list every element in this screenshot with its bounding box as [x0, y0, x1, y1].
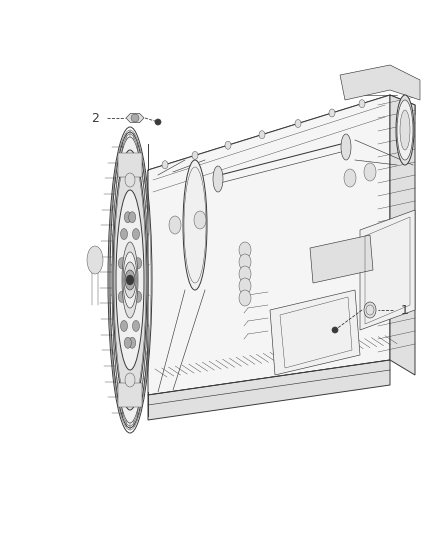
Ellipse shape: [118, 292, 125, 302]
Polygon shape: [340, 65, 420, 100]
Ellipse shape: [118, 257, 125, 269]
Ellipse shape: [183, 160, 207, 290]
Ellipse shape: [124, 262, 136, 298]
Polygon shape: [360, 210, 415, 330]
Ellipse shape: [113, 150, 147, 410]
Ellipse shape: [397, 100, 413, 160]
Ellipse shape: [239, 254, 251, 270]
Text: 2: 2: [91, 111, 99, 125]
Ellipse shape: [194, 211, 206, 229]
Ellipse shape: [120, 229, 127, 239]
Ellipse shape: [126, 275, 134, 285]
Ellipse shape: [87, 246, 103, 274]
Ellipse shape: [125, 270, 135, 290]
Ellipse shape: [359, 100, 365, 108]
Ellipse shape: [155, 119, 161, 125]
Ellipse shape: [132, 320, 139, 332]
Ellipse shape: [129, 337, 136, 348]
Ellipse shape: [239, 290, 251, 306]
Ellipse shape: [124, 337, 131, 348]
Polygon shape: [118, 383, 142, 407]
Ellipse shape: [259, 131, 265, 139]
Ellipse shape: [364, 163, 376, 181]
Ellipse shape: [295, 119, 301, 127]
Ellipse shape: [110, 132, 150, 428]
Ellipse shape: [162, 161, 168, 169]
Ellipse shape: [239, 278, 251, 294]
Ellipse shape: [132, 229, 139, 239]
Polygon shape: [118, 153, 142, 177]
Ellipse shape: [400, 110, 410, 150]
Ellipse shape: [134, 292, 141, 302]
Polygon shape: [148, 95, 415, 185]
Text: 1: 1: [401, 303, 409, 317]
Ellipse shape: [213, 166, 223, 192]
Ellipse shape: [396, 95, 414, 165]
Ellipse shape: [134, 257, 141, 269]
Ellipse shape: [169, 216, 181, 234]
Polygon shape: [148, 95, 390, 395]
Ellipse shape: [131, 114, 139, 122]
Ellipse shape: [125, 373, 135, 387]
Ellipse shape: [332, 327, 338, 333]
Ellipse shape: [122, 242, 138, 318]
Polygon shape: [126, 114, 144, 123]
Polygon shape: [148, 360, 390, 420]
Ellipse shape: [341, 134, 351, 160]
Ellipse shape: [239, 242, 251, 258]
Polygon shape: [310, 235, 373, 283]
Ellipse shape: [112, 137, 148, 423]
Ellipse shape: [225, 141, 231, 149]
Ellipse shape: [329, 109, 335, 117]
Polygon shape: [390, 95, 415, 375]
Ellipse shape: [125, 173, 135, 187]
Ellipse shape: [192, 151, 198, 159]
Ellipse shape: [344, 169, 356, 187]
Ellipse shape: [120, 320, 127, 332]
Polygon shape: [270, 290, 360, 375]
Ellipse shape: [364, 302, 376, 318]
Ellipse shape: [124, 212, 131, 223]
Ellipse shape: [239, 266, 251, 282]
Ellipse shape: [116, 190, 144, 370]
Ellipse shape: [129, 212, 136, 223]
Ellipse shape: [123, 252, 137, 308]
